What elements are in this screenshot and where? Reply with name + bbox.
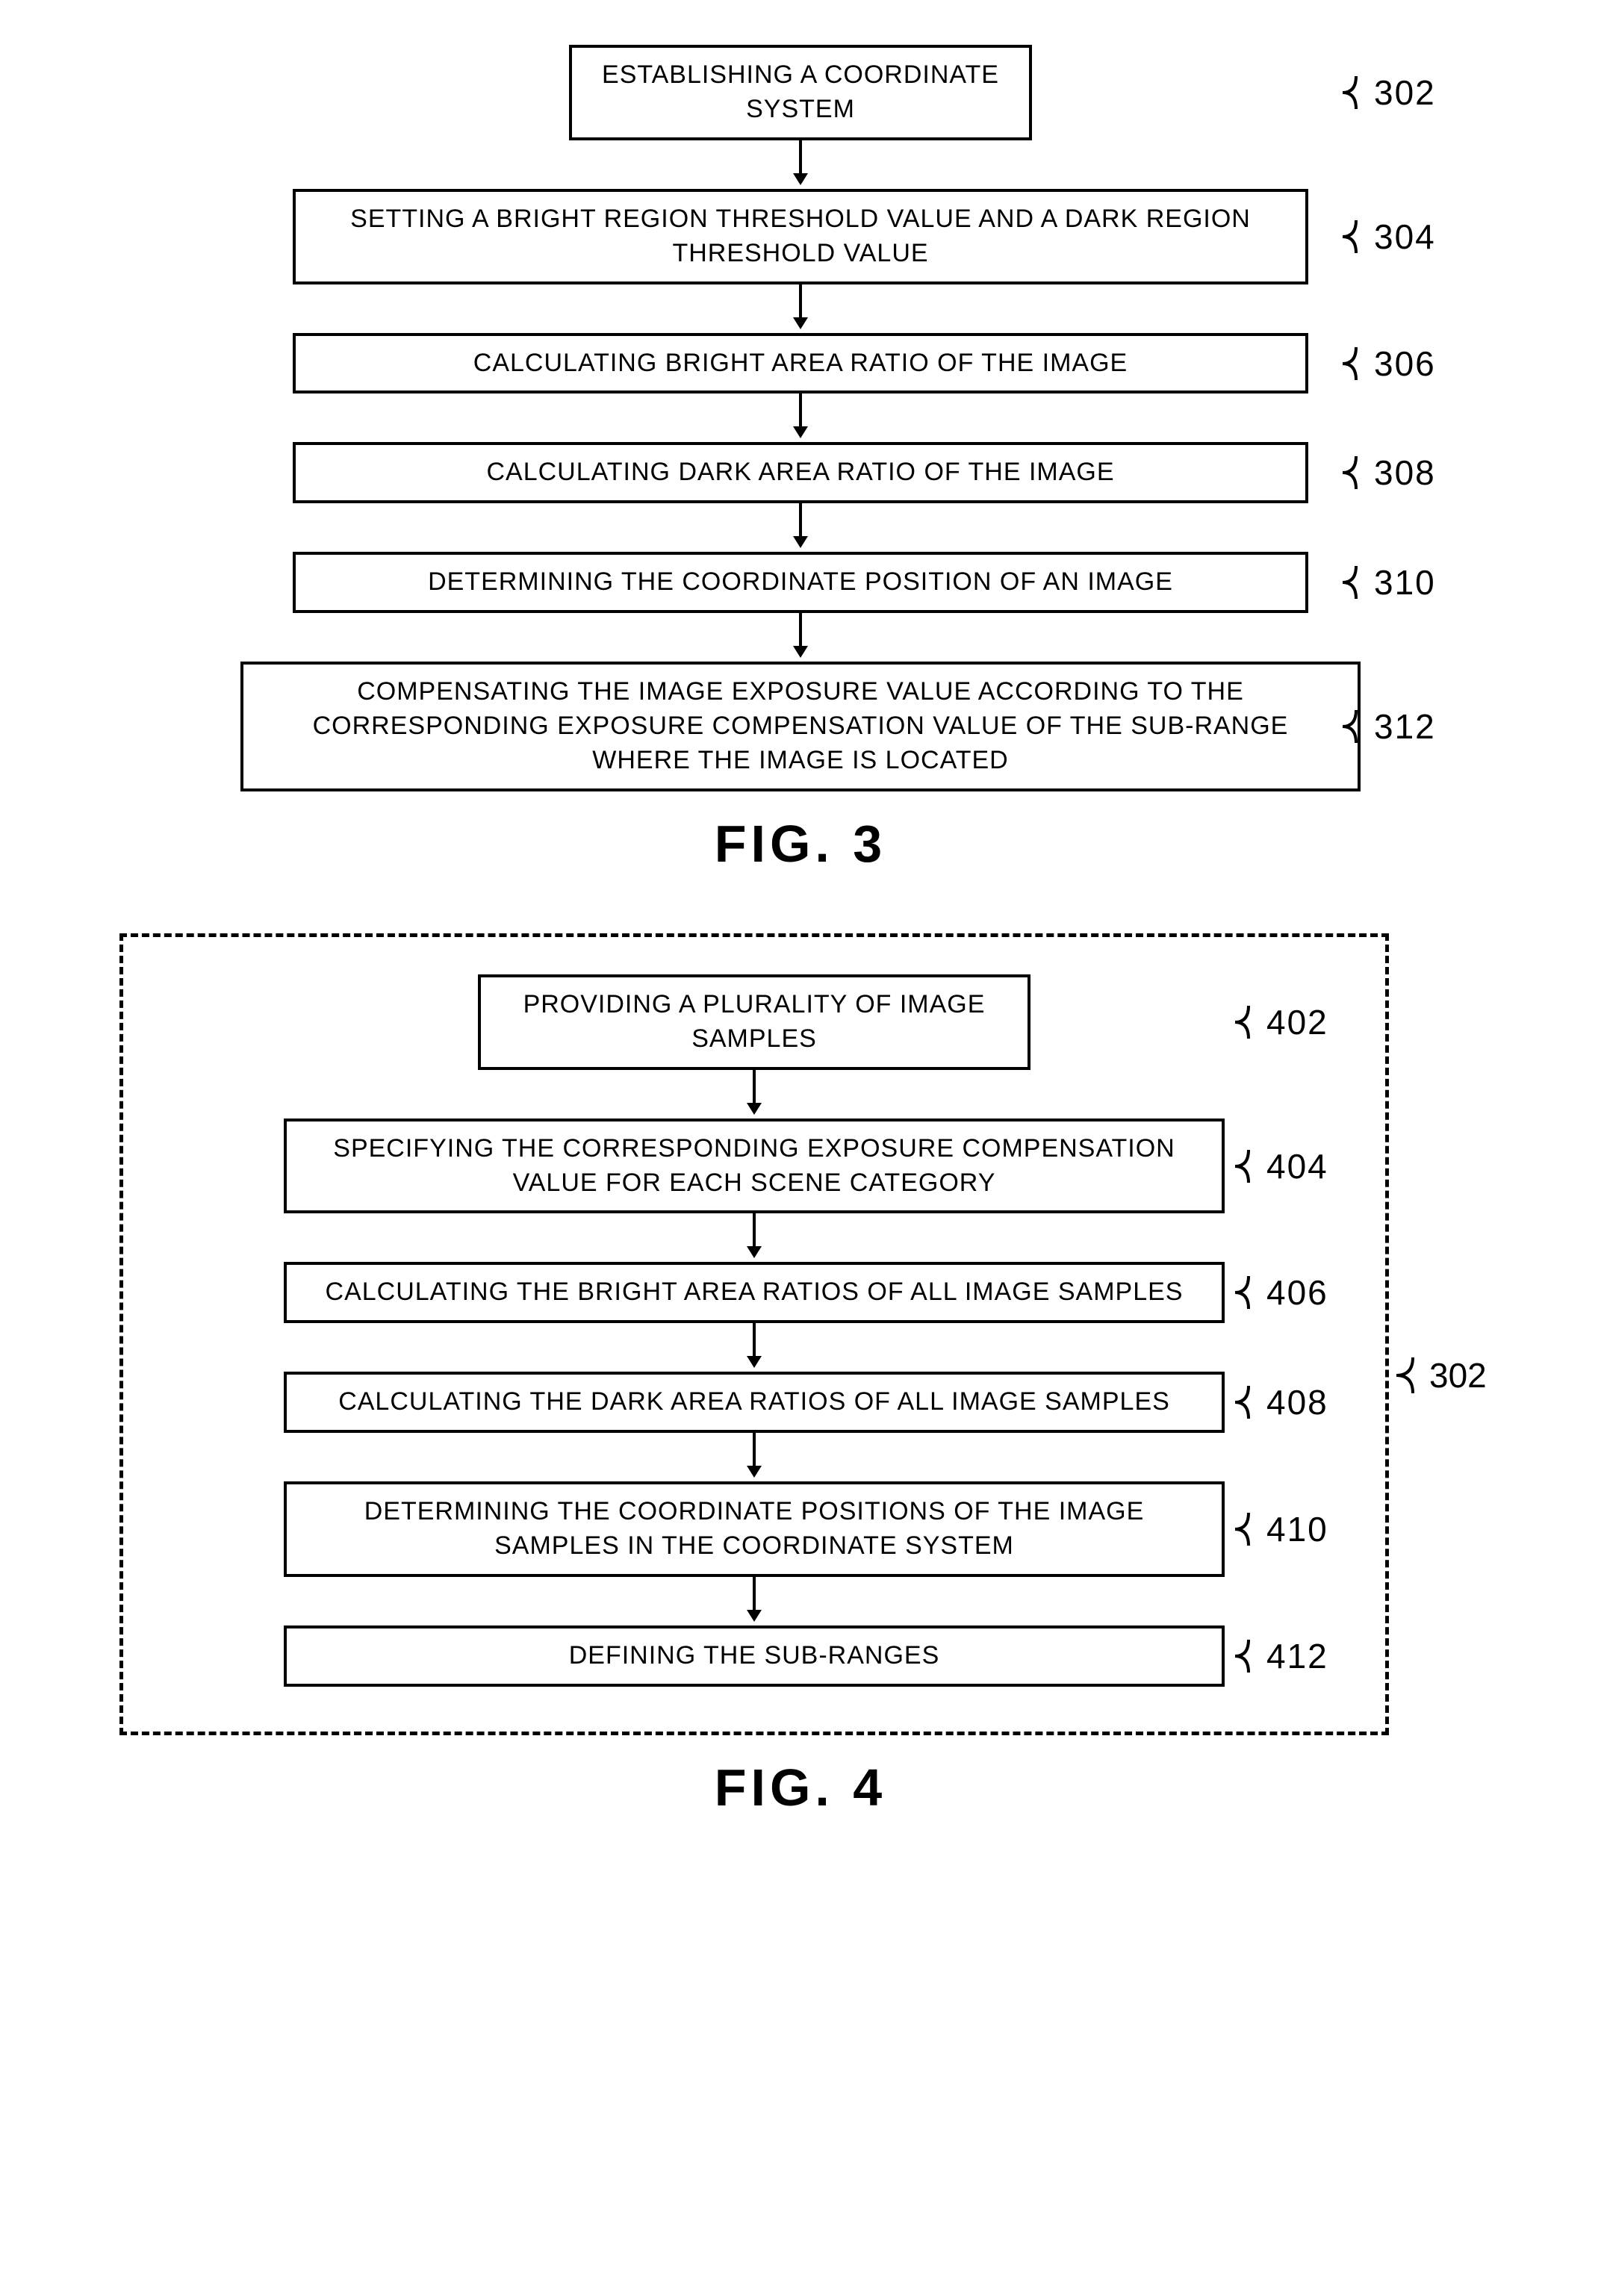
ref-label: 306 [1374, 343, 1436, 384]
ref-group: 406 [1235, 1270, 1328, 1315]
tick-connector-icon [1343, 560, 1370, 605]
step-box: SPECIFYING THE CORRESPONDING EXPOSURE CO… [284, 1119, 1225, 1214]
ref-group: 306 [1343, 341, 1436, 386]
ref-group: 410 [1235, 1507, 1328, 1552]
tick-connector-icon [1235, 1507, 1262, 1552]
tick-connector-icon [1343, 450, 1370, 495]
ref-group: 408 [1235, 1380, 1328, 1425]
ref-group: 310 [1343, 560, 1436, 605]
tick-connector-icon [1235, 1380, 1262, 1425]
step-box: CALCULATING DARK AREA RATIO OF THE IMAGE [293, 442, 1308, 503]
arrow-wrap [744, 1070, 764, 1119]
ref-label: 302 [1374, 72, 1436, 113]
ref-group: 302 [1343, 70, 1436, 115]
ref-label: 404 [1266, 1146, 1328, 1186]
tick-connector-icon [1343, 70, 1370, 115]
tick-connector-icon [1343, 704, 1370, 749]
ref-group: 304 [1343, 214, 1436, 259]
step-box: DEFINING THE SUB-RANGES [284, 1625, 1225, 1687]
outer-ref-label: 302 [1429, 1355, 1487, 1396]
down-arrow-icon [744, 1070, 764, 1115]
ref-group: 312 [1343, 704, 1436, 749]
flow-step: SETTING A BRIGHT REGION THRESHOLD VALUE … [128, 189, 1473, 284]
step-box: PROVIDING A PLURALITY OF IMAGE SAMPLES [478, 974, 1030, 1070]
flow-step: SPECIFYING THE CORRESPONDING EXPOSURE CO… [172, 1119, 1337, 1214]
step-box: ESTABLISHING A COORDINATE SYSTEM [569, 45, 1032, 140]
arrow-wrap [744, 1323, 764, 1372]
down-arrow-icon [791, 284, 810, 329]
step-box: CALCULATING BRIGHT AREA RATIO OF THE IMA… [293, 333, 1308, 394]
fig4-flow: PROVIDING A PLURALITY OF IMAGE SAMPLES 40… [172, 974, 1337, 1687]
figure-3: ESTABLISHING A COORDINATE SYSTEM 302 SETTI… [30, 45, 1571, 874]
ref-label: 408 [1266, 1382, 1328, 1422]
flow-step: COMPENSATING THE IMAGE EXPOSURE VALUE AC… [128, 662, 1473, 791]
tick-connector-icon [1235, 1000, 1262, 1045]
ref-label: 308 [1374, 452, 1436, 493]
flow-step: DETERMINING THE COORDINATE POSITIONS OF … [172, 1481, 1337, 1577]
flow-step: CALCULATING BRIGHT AREA RATIO OF THE IMA… [128, 333, 1473, 394]
ref-label: 412 [1266, 1636, 1328, 1676]
ref-label: 304 [1374, 217, 1436, 257]
ref-label: 406 [1266, 1272, 1328, 1313]
down-arrow-icon [744, 1577, 764, 1622]
ref-group: 412 [1235, 1634, 1328, 1679]
step-box: COMPENSATING THE IMAGE EXPOSURE VALUE AC… [240, 662, 1361, 791]
down-arrow-icon [744, 1323, 764, 1368]
ref-group: 308 [1343, 450, 1436, 495]
arrow-wrap [791, 503, 810, 552]
tick-connector-icon [1235, 1270, 1262, 1315]
down-arrow-icon [791, 140, 810, 185]
step-box: DETERMINING THE COORDINATE POSITIONS OF … [284, 1481, 1225, 1577]
flow-step: PROVIDING A PLURALITY OF IMAGE SAMPLES 40… [172, 974, 1337, 1070]
fig4-dashed-frame: PROVIDING A PLURALITY OF IMAGE SAMPLES 40… [119, 933, 1389, 1735]
ref-label: 402 [1266, 1002, 1328, 1042]
ref-label: 310 [1374, 562, 1436, 603]
step-box: CALCULATING THE BRIGHT AREA RATIOS OF AL… [284, 1262, 1225, 1323]
down-arrow-icon [744, 1433, 764, 1478]
ref-group: 402 [1235, 1000, 1328, 1045]
flow-step: DEFINING THE SUB-RANGES 412 [172, 1625, 1337, 1687]
down-arrow-icon [791, 613, 810, 658]
down-arrow-icon [744, 1213, 764, 1258]
arrow-wrap [791, 140, 810, 189]
tick-connector-icon [1235, 1144, 1262, 1189]
tick-connector-icon [1343, 214, 1370, 259]
step-box: SETTING A BRIGHT REGION THRESHOLD VALUE … [293, 189, 1308, 284]
step-box: CALCULATING THE DARK AREA RATIOS OF ALL … [284, 1372, 1225, 1433]
ref-label: 312 [1374, 706, 1436, 747]
down-arrow-icon [791, 503, 810, 548]
tick-connector-icon [1396, 1353, 1429, 1398]
step-box: DETERMINING THE COORDINATE POSITION OF A… [293, 552, 1308, 613]
tick-connector-icon [1235, 1634, 1262, 1679]
tick-connector-icon [1343, 341, 1370, 386]
figure-4: PROVIDING A PLURALITY OF IMAGE SAMPLES 40… [30, 933, 1571, 1817]
flow-step: CALCULATING DARK AREA RATIO OF THE IMAGE… [128, 442, 1473, 503]
flow-step: ESTABLISHING A COORDINATE SYSTEM 302 [128, 45, 1473, 140]
arrow-wrap [791, 613, 810, 662]
arrow-wrap [744, 1577, 764, 1625]
fig4-caption: FIG. 4 [30, 1758, 1571, 1817]
fig3-caption: FIG. 3 [30, 814, 1571, 874]
arrow-wrap [791, 284, 810, 333]
arrow-wrap [744, 1433, 764, 1481]
down-arrow-icon [791, 393, 810, 438]
fig3-flow: ESTABLISHING A COORDINATE SYSTEM 302 SETTI… [128, 45, 1473, 791]
flow-step: CALCULATING THE BRIGHT AREA RATIOS OF AL… [172, 1262, 1337, 1323]
flow-step: DETERMINING THE COORDINATE POSITION OF A… [128, 552, 1473, 613]
arrow-wrap [744, 1213, 764, 1262]
fig4-outer-ref: 302 [1396, 1353, 1487, 1398]
flow-step: CALCULATING THE DARK AREA RATIOS OF ALL … [172, 1372, 1337, 1433]
ref-label: 410 [1266, 1509, 1328, 1549]
ref-group: 404 [1235, 1144, 1328, 1189]
arrow-wrap [791, 393, 810, 442]
